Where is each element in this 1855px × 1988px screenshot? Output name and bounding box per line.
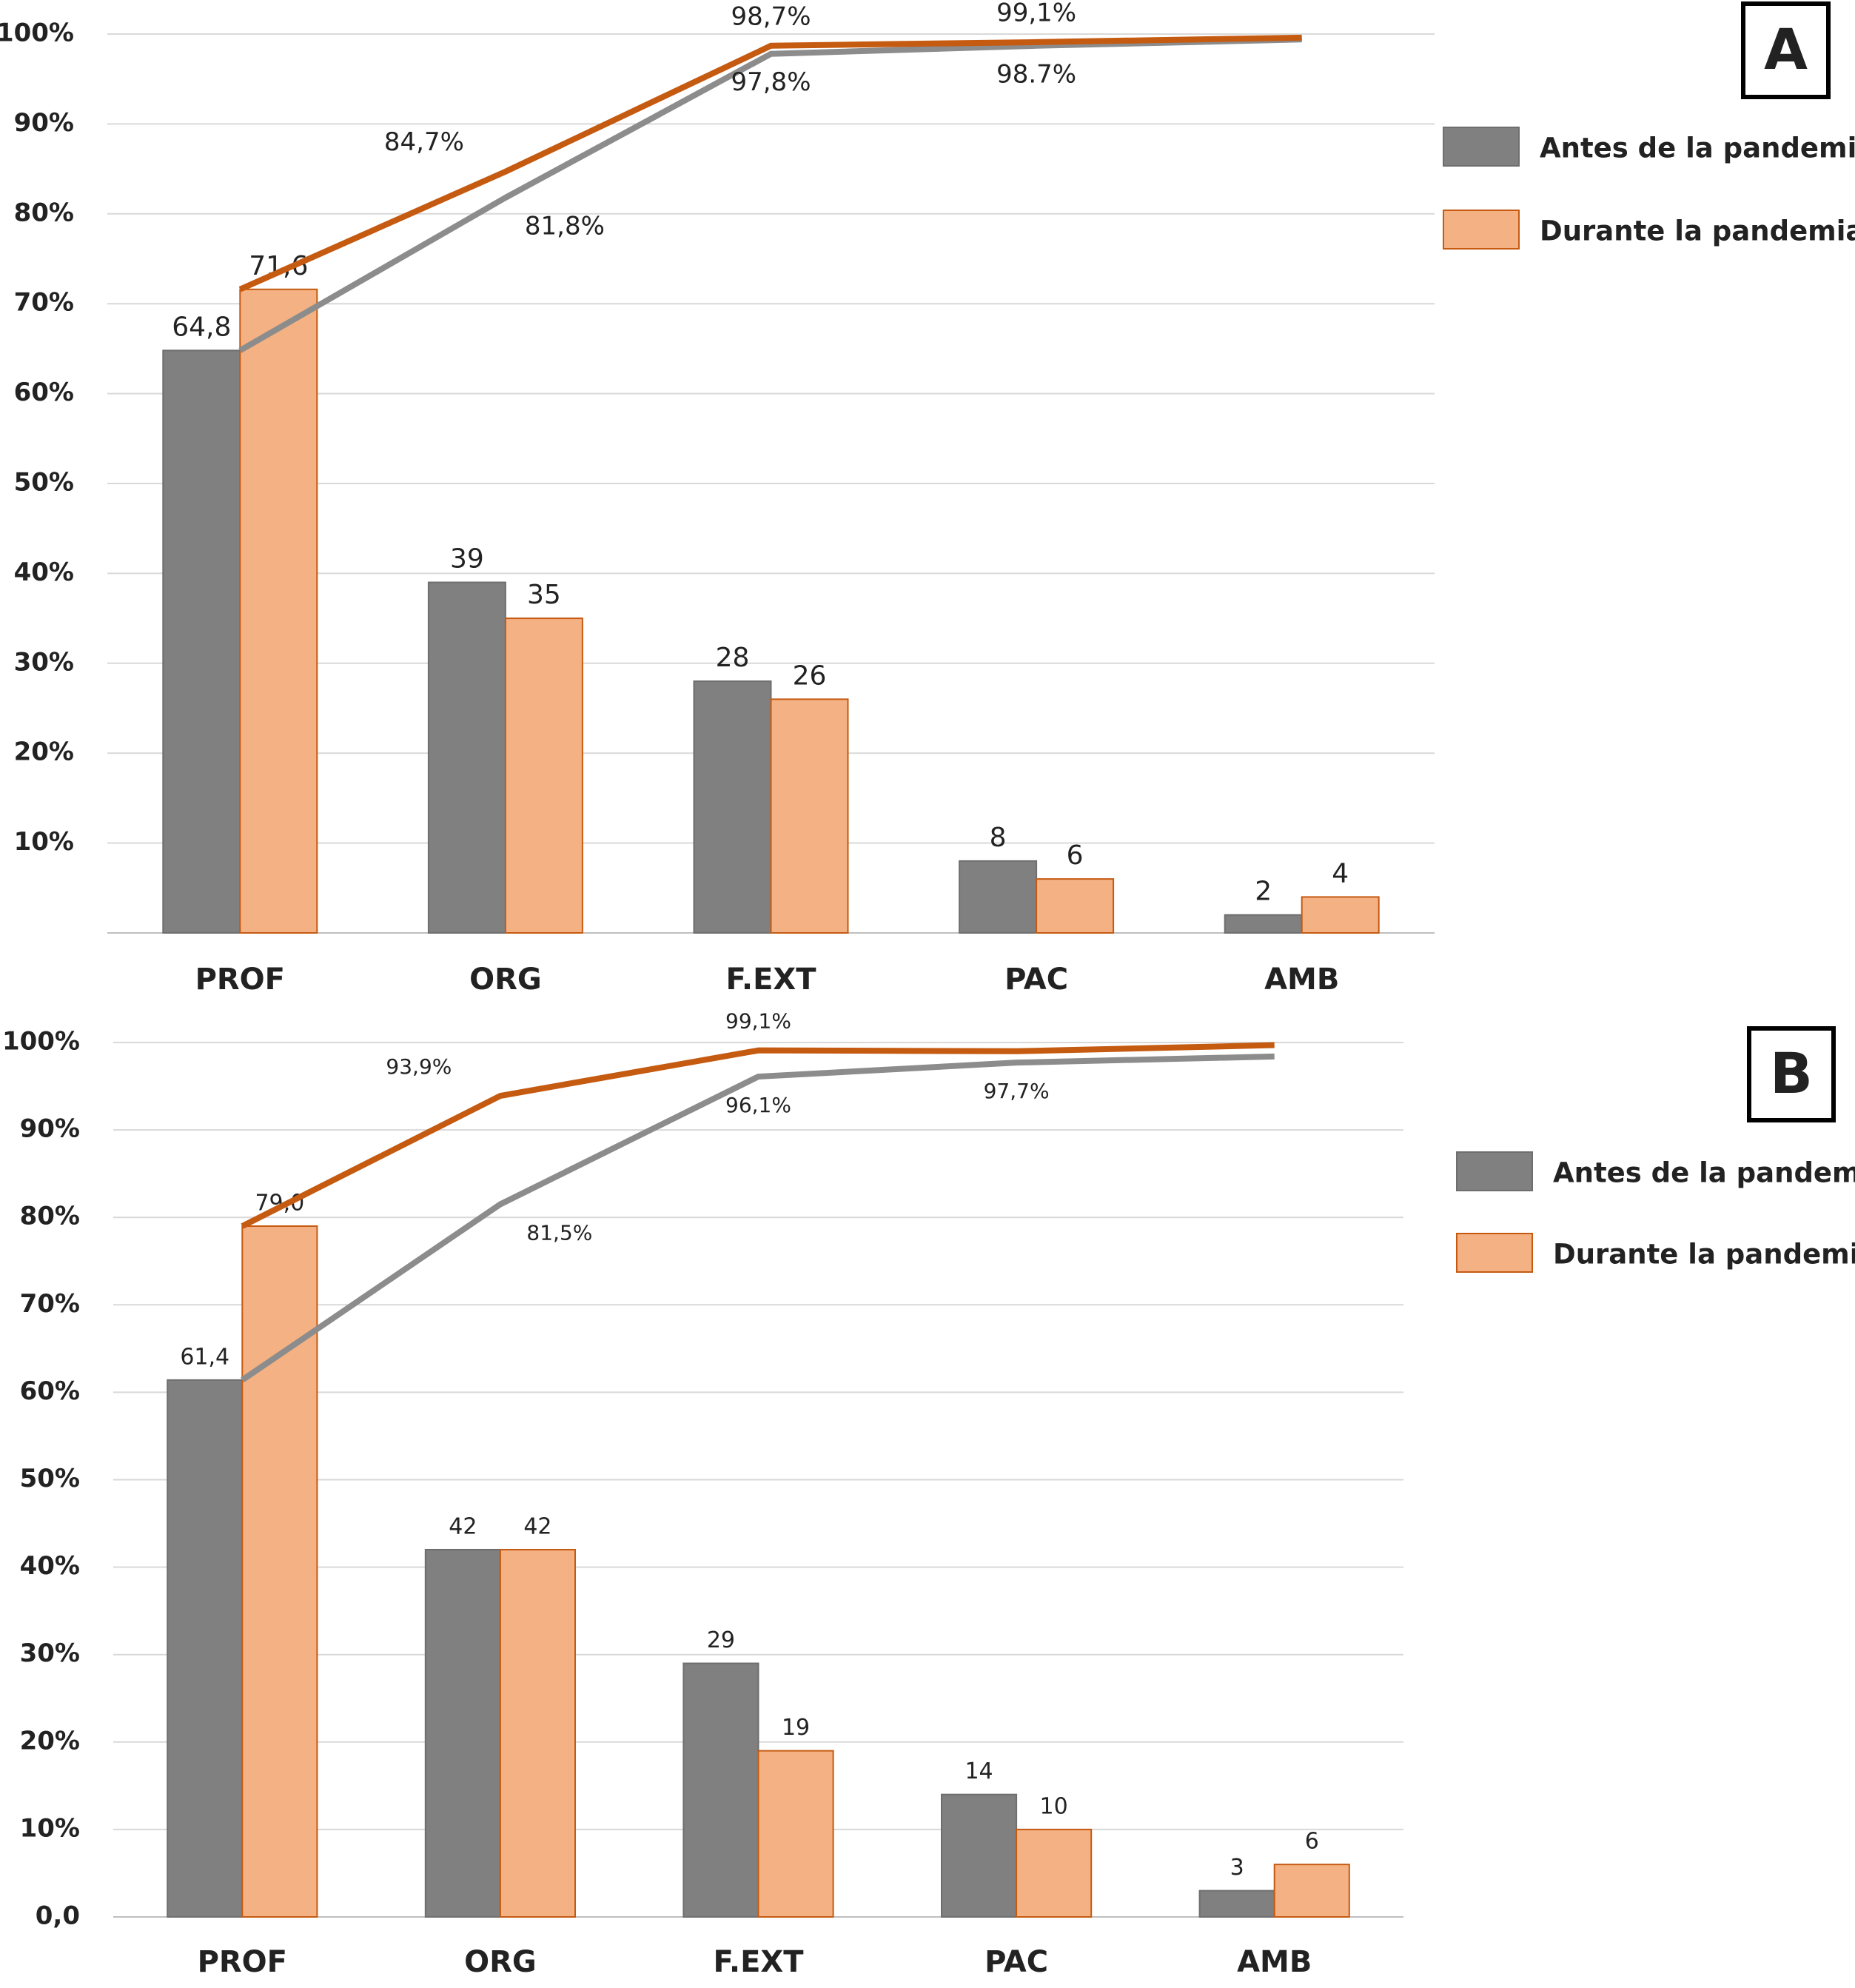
y-tick-label: 50% bbox=[20, 1464, 80, 1493]
bar bbox=[959, 860, 1038, 934]
bar-value-label: 42 bbox=[523, 1513, 551, 1539]
bar-value-label: 2 bbox=[1255, 877, 1272, 907]
legend-label: Durante la pandemia bbox=[1553, 1239, 1855, 1271]
y-tick-label: 30% bbox=[14, 647, 74, 677]
bar bbox=[693, 680, 772, 934]
y-tick-label: 90% bbox=[20, 1114, 80, 1144]
bar-value-label: 42 bbox=[449, 1513, 477, 1539]
bar bbox=[1224, 914, 1303, 934]
cumulative-line bbox=[238, 36, 1302, 353]
x-tick-label: ORG bbox=[469, 963, 542, 997]
y-tick-label: 20% bbox=[20, 1726, 80, 1756]
y-tick-label: 0,0 bbox=[36, 1901, 80, 1931]
bar-value-label: 79,0 bbox=[255, 1191, 304, 1216]
x-tick-label: PAC bbox=[1004, 963, 1068, 997]
panel-box bbox=[1747, 1026, 1836, 1122]
bar bbox=[167, 1379, 244, 1918]
bar bbox=[162, 349, 241, 934]
y-tick-label: 80% bbox=[20, 1202, 80, 1231]
line-value-label: 97,8% bbox=[731, 67, 811, 97]
line-value-label: 99,1% bbox=[996, 0, 1076, 27]
legend-swatch bbox=[1443, 210, 1520, 250]
bar-value-label: 6 bbox=[1305, 1829, 1319, 1855]
bar-value-label: 14 bbox=[965, 1758, 993, 1784]
y-tick-label: 40% bbox=[14, 558, 74, 587]
bar bbox=[499, 1548, 576, 1918]
y-tick-label: 80% bbox=[14, 198, 74, 227]
panel-box bbox=[1741, 1, 1831, 99]
y-tick-label: 20% bbox=[14, 737, 74, 767]
bar bbox=[1198, 1890, 1275, 1918]
x-tick-label: AMB bbox=[1264, 963, 1339, 997]
legend-label: Durante la pandemia bbox=[1540, 215, 1855, 247]
bar-value-label: 61,4 bbox=[180, 1344, 229, 1370]
bar bbox=[241, 1225, 318, 1918]
y-tick-label: 70% bbox=[14, 288, 74, 318]
line-value-label: 81,8% bbox=[525, 211, 605, 241]
bar-value-label: 10 bbox=[1040, 1793, 1068, 1819]
bar-value-label: 29 bbox=[707, 1627, 735, 1653]
line-value-label: 97,7% bbox=[984, 1079, 1050, 1103]
legend-label: Antes de la pandemia bbox=[1540, 133, 1855, 164]
x-tick-label: F.EXT bbox=[713, 1945, 804, 1979]
bar-value-label: 19 bbox=[782, 1715, 810, 1741]
bar-value-label: 28 bbox=[716, 643, 750, 673]
y-tick-label: 10% bbox=[14, 827, 74, 857]
bar bbox=[1016, 1828, 1093, 1918]
y-tick-label: 10% bbox=[20, 1813, 80, 1843]
panel-label: B bbox=[1770, 1040, 1813, 1106]
bar bbox=[770, 698, 849, 934]
y-tick-label: 70% bbox=[20, 1289, 80, 1319]
y-tick-label: 60% bbox=[20, 1376, 80, 1406]
bar bbox=[1036, 878, 1115, 934]
y-tick-label: 90% bbox=[14, 108, 74, 138]
line-value-label: 96,1% bbox=[725, 1093, 791, 1117]
bar bbox=[424, 1548, 501, 1918]
line-value-label: 98,7% bbox=[731, 1, 811, 31]
line-value-label: 84,7% bbox=[384, 127, 464, 157]
bar-value-label: 39 bbox=[450, 544, 484, 575]
legend-label: Antes de la pandemia bbox=[1553, 1157, 1855, 1189]
bar-value-label: 4 bbox=[1332, 858, 1349, 888]
bar bbox=[757, 1750, 834, 1918]
x-tick-label: F.EXT bbox=[725, 963, 816, 997]
bar-value-label: 6 bbox=[1067, 840, 1084, 871]
x-tick-label: PROF bbox=[195, 963, 285, 997]
bar-value-label: 3 bbox=[1230, 1855, 1244, 1881]
x-tick-label: ORG bbox=[464, 1945, 537, 1979]
bar bbox=[504, 618, 583, 934]
x-tick-label: PROF bbox=[198, 1945, 287, 1979]
y-tick-label: 50% bbox=[14, 468, 74, 498]
x-tick-label: AMB bbox=[1237, 1945, 1312, 1979]
cumulative-line bbox=[238, 34, 1302, 292]
bar-value-label: 35 bbox=[527, 580, 561, 610]
legend-swatch bbox=[1456, 1151, 1533, 1191]
legend-swatch bbox=[1456, 1233, 1533, 1273]
bar bbox=[941, 1793, 1018, 1918]
y-tick-label: 100% bbox=[2, 1027, 80, 1057]
panel-label: A bbox=[1764, 16, 1808, 82]
cumulative-line bbox=[241, 1053, 1275, 1383]
y-tick-label: 60% bbox=[14, 378, 74, 407]
bar-value-label: 64,8 bbox=[172, 312, 231, 342]
bar-value-label: 26 bbox=[793, 660, 827, 691]
x-tick-label: PAC bbox=[984, 1945, 1048, 1979]
bar-value-label: 8 bbox=[990, 823, 1007, 853]
y-tick-label: 100% bbox=[0, 19, 74, 48]
bar bbox=[427, 581, 506, 934]
bar bbox=[239, 288, 318, 934]
y-tick-label: 40% bbox=[20, 1551, 80, 1581]
line-value-label: 99,1% bbox=[725, 1009, 791, 1034]
line-value-label: 93,9% bbox=[386, 1054, 452, 1079]
legend-swatch bbox=[1443, 127, 1520, 167]
line-value-label: 98.7% bbox=[996, 59, 1076, 89]
bar bbox=[1273, 1864, 1350, 1918]
cumulative-line bbox=[241, 1042, 1275, 1229]
bar bbox=[1301, 896, 1380, 934]
bar bbox=[682, 1662, 759, 1918]
line-value-label: 81,5% bbox=[526, 1220, 592, 1245]
y-tick-label: 30% bbox=[20, 1639, 80, 1668]
